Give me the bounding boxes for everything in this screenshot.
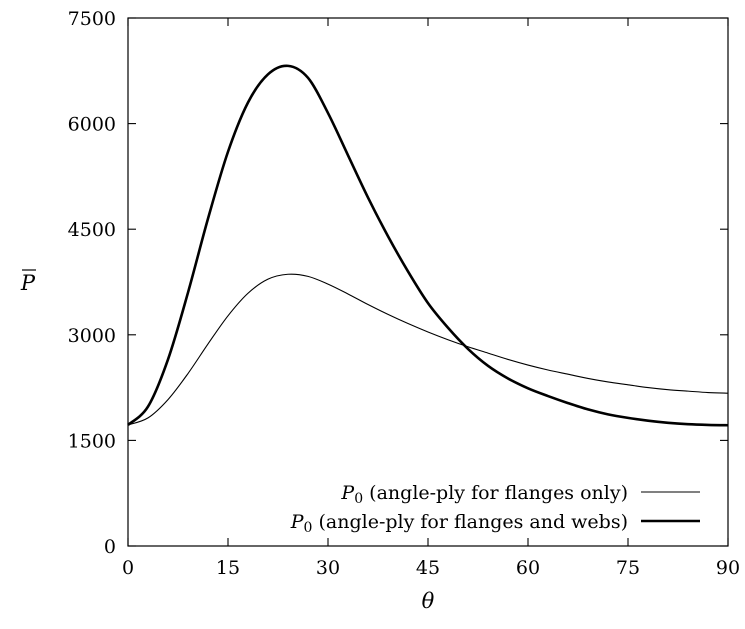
axes — [127, 17, 729, 547]
y-tick-label: 7500 — [68, 8, 116, 30]
x-tick-label: 45 — [416, 557, 440, 579]
legend: P0 (angle-ply for flanges only) P0 (angle… — [290, 482, 700, 536]
x-tick-label: 60 — [516, 557, 540, 579]
legend-entry-label-2: P0 (angle-ply for flanges and webs) — [290, 511, 628, 536]
y-tick-label: 6000 — [68, 114, 116, 136]
x-tick-label: 0 — [122, 557, 134, 579]
legend-entry-label-1: P0 (angle-ply for flanges only) — [340, 482, 628, 507]
y-tick-label: 0 — [104, 536, 116, 558]
x-axis-label: θ — [422, 589, 435, 613]
y-tick-label: 4500 — [68, 219, 116, 241]
series-group — [127, 64, 729, 427]
y-axis-label: P — [20, 271, 36, 295]
x-tick-label: 90 — [716, 557, 740, 579]
series-line-2 — [127, 64, 729, 427]
x-tick-label: 30 — [316, 557, 340, 579]
y-tick-label: 3000 — [68, 325, 116, 347]
x-tick-label: 15 — [216, 557, 240, 579]
series-line-1 — [127, 273, 729, 426]
y-tick-label: 1500 — [68, 430, 116, 452]
ticks: 0 15 30 45 60 75 90 0 1500 3000 4500 6000 7500 — [68, 8, 740, 579]
x-tick-label: 75 — [616, 557, 640, 579]
plot-frame — [127, 17, 729, 547]
